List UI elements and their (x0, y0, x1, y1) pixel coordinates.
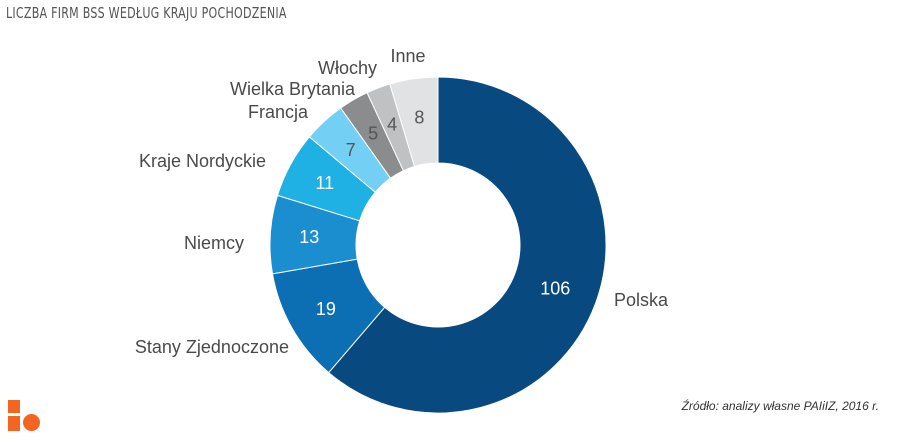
logo-square-top (8, 400, 20, 413)
source-note: Źródło: analizy własne PAIiIZ, 2016 r. (681, 399, 879, 413)
slice-value-labels: 106 19 13 11 75 4 8 (299, 107, 570, 318)
value-label-wielka-brytania: 5 (368, 123, 378, 143)
category-label-niemcy: Niemcy (184, 233, 244, 253)
value-label-kraje-nordyckie: 11 (315, 173, 334, 193)
slice-inne (389, 76, 439, 168)
category-label-stany-zjednoczone: Stany Zjednoczone (135, 337, 289, 357)
logo (8, 400, 44, 432)
category-label-wlochy: Włochy (318, 58, 377, 78)
category-label-kraje-nordyckie: Kraje Nordyckie (139, 151, 266, 171)
donut-slices (269, 76, 607, 414)
slice-polska (328, 76, 607, 414)
category-label-wielka-brytania: Wielka Brytania (230, 79, 356, 99)
value-label-francja: 7 (346, 140, 356, 160)
chart-title: Liczba firm BSS według kraju pochodzenia (6, 4, 287, 22)
value-label-niemcy: 13 (299, 227, 319, 247)
logo-square-bottom (8, 416, 20, 431)
category-label-inne: Inne (390, 46, 425, 66)
logo-circle (23, 414, 40, 431)
value-label-wlochy: 4 (387, 114, 397, 134)
category-label-francja: Francja (248, 102, 309, 122)
category-label-polska: Polska (614, 290, 669, 310)
value-label-inne: 8 (414, 107, 424, 127)
slice-category-labels: Polska Stany Zjednoczone Niemcy Kraje Nordy… (135, 46, 669, 357)
value-label-polska: 106 (540, 278, 570, 298)
value-label-stany-zjednoczone: 19 (316, 299, 336, 319)
